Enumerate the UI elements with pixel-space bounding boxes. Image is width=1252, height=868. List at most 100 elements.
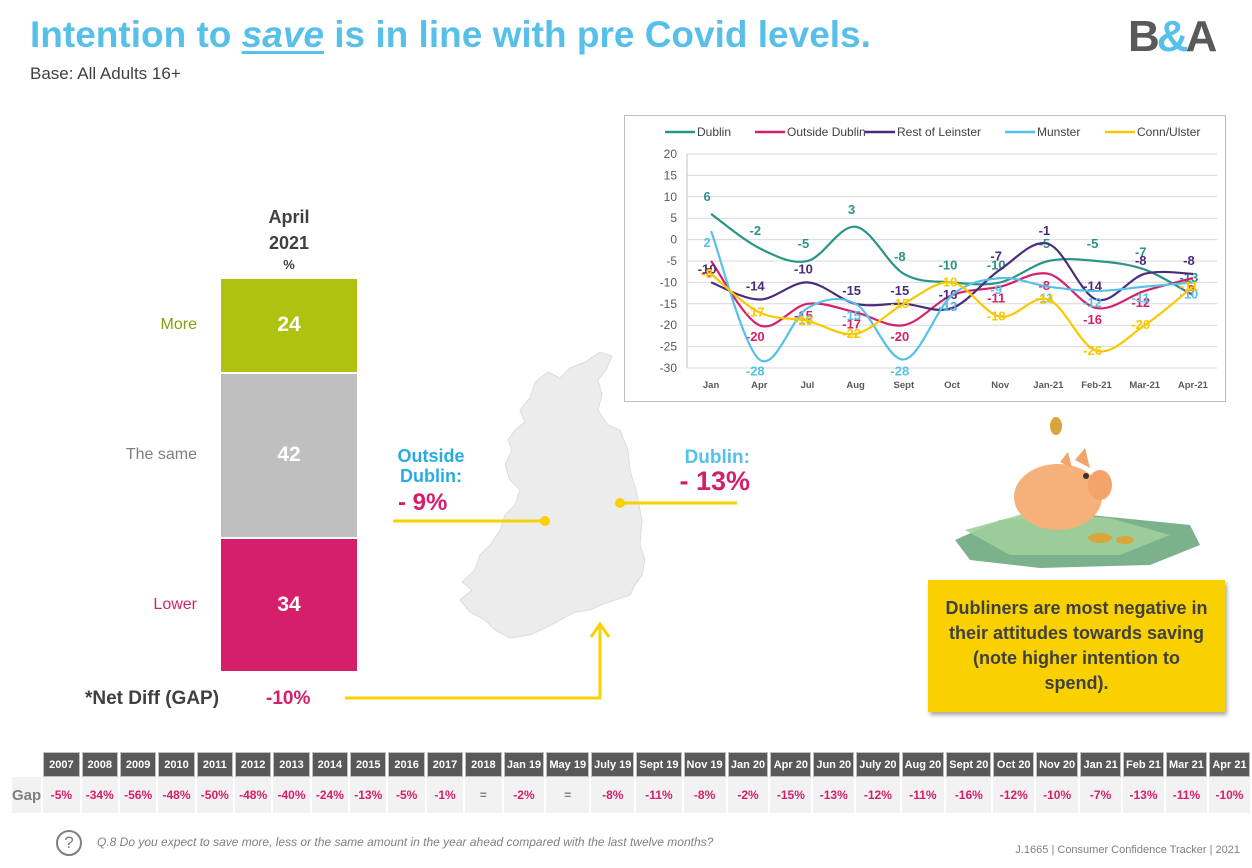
piggy-bank-icon — [955, 417, 1200, 568]
gap-row-label: Gap — [12, 777, 42, 813]
data-label-rest-of-leinster: -10 — [794, 261, 813, 276]
data-label-dublin: -5 — [1087, 236, 1099, 251]
x-tick-label: Aug — [846, 380, 865, 391]
gap-cell: -12% — [993, 777, 1035, 813]
gap-column-header: July 19 — [591, 752, 635, 777]
data-label-rest-of-leinster: -8 — [1135, 253, 1147, 268]
gap-column-header: Nov 20 — [1036, 752, 1079, 777]
gap-column-header: 2016 — [388, 752, 425, 777]
y-tick-label: -30 — [660, 361, 678, 375]
x-tick-label: Jul — [801, 380, 815, 391]
gap-column-header: Jan 20 — [727, 752, 769, 777]
gap-column-header: May 19 — [546, 752, 590, 777]
gap-cell: -8% — [591, 777, 635, 813]
gap-cell: -40% — [273, 777, 310, 813]
y-tick-label: -20 — [660, 318, 678, 332]
x-tick-label: Apr — [751, 380, 768, 391]
outside-dublin-dot — [540, 516, 550, 526]
gap-column-header: July 20 — [856, 752, 900, 777]
y-tick-label: 10 — [664, 190, 678, 204]
title-part: Intention to — [30, 14, 242, 55]
legend-label: Dublin — [697, 125, 731, 139]
logo-letter: A — [1185, 12, 1218, 61]
gap-column-header: Apr 20 — [770, 752, 812, 777]
gap-column-header: Aug 20 — [901, 752, 945, 777]
series-line-rest-of-leinster — [710, 242, 1193, 312]
gap-column-header: 2013 — [273, 752, 310, 777]
x-tick-label: Oct — [944, 380, 961, 391]
data-label-dublin: -2 — [749, 223, 761, 238]
data-label-munster: -15 — [842, 308, 861, 323]
insight-callout: Dubliners are most negative in their att… — [928, 580, 1225, 712]
data-label-munster: -10 — [1180, 286, 1199, 301]
data-label-munster: -9 — [990, 282, 1002, 297]
data-label-rest-of-leinster: -15 — [842, 283, 861, 298]
data-label-dublin: -7 — [1135, 245, 1147, 260]
data-label-conn-ulster: -17 — [746, 304, 765, 319]
x-tick-label: Jan-21 — [1033, 380, 1064, 391]
gap-cell: -12% — [856, 777, 900, 813]
data-label-conn-ulster: -11 — [1180, 279, 1198, 294]
gap-cell: -2% — [503, 777, 545, 813]
gap-column-header: 2017 — [426, 752, 464, 777]
dublin-value: - 13% — [679, 466, 750, 496]
page-title: Intention to save is in line with pre Co… — [30, 14, 871, 56]
gap-cell: -15% — [770, 777, 812, 813]
data-label-conn-ulster: -14 — [1035, 292, 1055, 307]
data-label-rest-of-leinster: -16 — [939, 287, 958, 302]
line-chart: 20 15 10 5 0 -5 -10 -15 -20 -25 -30 Jan Apr Jul Aug Sep… — [624, 115, 1226, 402]
gap-cell: -10% — [1208, 777, 1250, 813]
gap-column-header: Apr 21 — [1208, 752, 1250, 777]
ireland-map — [459, 351, 646, 639]
outside-dublin-label-line: Dublin: — [400, 466, 462, 486]
y-tick-label: -15 — [660, 297, 678, 311]
gap-cell: -48% — [158, 777, 195, 813]
y-tick-label: 0 — [670, 233, 677, 247]
data-label-conn-ulster: -26 — [1083, 343, 1102, 358]
gap-column-header: Mar 21 — [1165, 752, 1207, 777]
gap-column-header: 2014 — [311, 752, 349, 777]
x-tick-label: Jan — [703, 380, 720, 391]
gap-cell: -13% — [350, 777, 387, 813]
gap-cell: -1% — [426, 777, 464, 813]
legend-label: Rest of Leinster — [897, 125, 981, 139]
data-label-outside-dublin: -16 — [1083, 312, 1102, 327]
gap-cell: -5% — [43, 777, 80, 813]
gap-table-row: Gap -5% -34% -56% -48% -50% -48% -40% -24% -13% -5… — [12, 777, 1250, 813]
gap-cell: -13% — [813, 777, 855, 813]
data-label-rest-of-leinster: -15 — [890, 283, 909, 298]
gap-column-header: Feb 21 — [1123, 752, 1164, 777]
gap-cell: = — [546, 777, 590, 813]
gap-cell: -16% — [946, 777, 992, 813]
x-tick-label: Sept — [894, 380, 915, 391]
outside-dublin-value: - 9% — [398, 489, 448, 516]
series-line-munster — [710, 230, 1194, 363]
gap-column-header: 2012 — [234, 752, 272, 777]
data-label-conn-ulster: -10 — [939, 274, 958, 289]
gap-cell: -11% — [636, 777, 682, 813]
logo-ampersand: & — [1156, 12, 1189, 61]
gap-cell: -50% — [196, 777, 233, 813]
gap-cell: -2% — [727, 777, 769, 813]
legend-label: Conn/Ulster — [1137, 125, 1200, 139]
title-part: is in line with pre Covid levels. — [323, 14, 871, 55]
gap-cell: -11% — [1165, 777, 1207, 813]
data-label-munster: -11 — [1132, 291, 1150, 306]
page-subtitle: Base: All Adults 16+ — [30, 64, 181, 83]
question-text: Q.8 Do you expect to save more, less or … — [97, 835, 714, 849]
dublin-dot — [615, 498, 625, 508]
gap-column-header: Sept 20 — [946, 752, 992, 777]
gap-column-header: 2007 — [43, 752, 80, 777]
question-icon: ? — [56, 830, 82, 856]
outside-dublin-label-line: Outside — [397, 446, 465, 466]
gap-cell: -48% — [234, 777, 272, 813]
legend-label: Outside Dublin — [787, 125, 866, 139]
bar-segment-lower: 34 — [221, 539, 357, 671]
y-tick-label: -5 — [666, 254, 677, 268]
net-diff-label: *Net Diff (GAP) — [85, 688, 220, 709]
gap-cell: = — [465, 777, 502, 813]
brand-logo: B&A — [1128, 12, 1218, 62]
gap-column-header: Jan 21 — [1080, 752, 1121, 777]
y-tick-label: 15 — [664, 168, 678, 182]
